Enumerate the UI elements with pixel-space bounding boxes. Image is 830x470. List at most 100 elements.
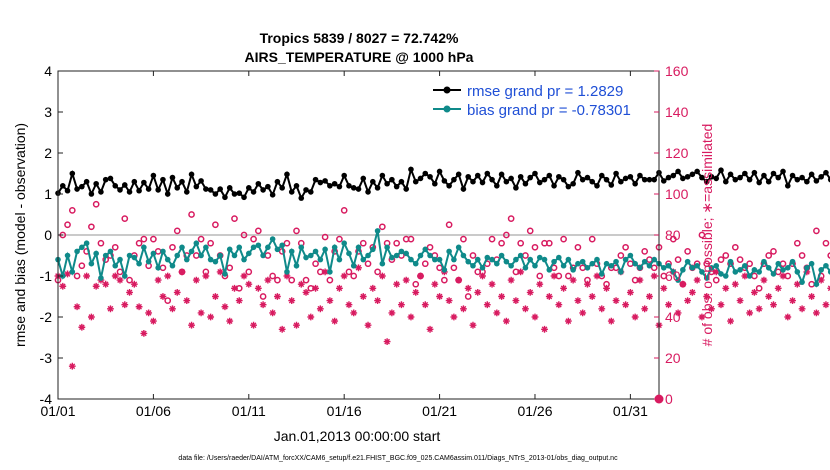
obs-assimilated-marker	[607, 317, 615, 325]
rmse-point	[522, 180, 529, 187]
bias-point	[327, 269, 333, 275]
chart-title-line2: AIRS_TEMPERATURE @ 1000 hPa	[245, 49, 474, 65]
obs-possible-marker	[617, 252, 625, 259]
obs-assimilated-marker	[541, 325, 548, 333]
bias-point	[451, 256, 457, 263]
rmse-point	[74, 186, 80, 192]
bias-point	[603, 260, 610, 267]
obs-assimilated-marker	[274, 293, 281, 300]
obs-possible-marker	[798, 252, 806, 259]
y-left-tick-label: -1	[40, 268, 53, 284]
obs-assimilated-marker	[221, 303, 229, 311]
bias-point	[684, 258, 691, 265]
obs-assimilated-marker	[755, 305, 763, 313]
bias-point	[789, 258, 796, 265]
bias-point	[279, 242, 285, 249]
bias-point	[470, 262, 476, 269]
obs-assimilated-marker	[130, 280, 138, 288]
obs-possible-marker	[703, 260, 711, 268]
rmse-point	[350, 185, 357, 191]
bias-point	[236, 244, 243, 251]
bias-point	[765, 265, 772, 271]
rmse-point	[694, 168, 700, 175]
rmse-point	[804, 178, 810, 185]
obs-possible-marker	[135, 239, 143, 247]
bias-point	[69, 269, 76, 275]
obs-possible-marker	[336, 235, 343, 243]
rmse-point	[465, 173, 472, 180]
bias-point	[98, 275, 104, 281]
bias-point	[150, 250, 157, 257]
rmse-point	[284, 171, 290, 178]
obs-possible-marker	[345, 268, 353, 276]
obs-possible-marker	[212, 221, 219, 229]
rmse-point	[145, 186, 152, 192]
obs-assimilated-marker	[402, 276, 410, 284]
obs-possible-marker	[254, 227, 262, 235]
bias-point	[665, 262, 672, 269]
rmse-point	[684, 173, 691, 180]
obs-possible-marker	[173, 227, 181, 235]
obs-assimilated-marker	[507, 276, 515, 284]
rmse-point	[746, 176, 753, 183]
obs-assimilated-marker	[464, 284, 472, 292]
bias-point	[737, 267, 743, 273]
rmse-point	[722, 178, 729, 185]
obs-assimilated-marker	[498, 293, 505, 300]
bias-point	[594, 256, 600, 263]
obs-assimilated-marker	[149, 317, 157, 325]
rmse-point	[794, 176, 801, 183]
obs-assimilated-marker	[288, 297, 296, 304]
rmse-point	[646, 176, 653, 183]
bias-point	[699, 269, 705, 275]
rmse-point	[389, 176, 395, 183]
rmse-point	[188, 171, 195, 178]
bias-point	[627, 252, 634, 259]
bias-point	[412, 260, 419, 267]
rmse-point	[212, 191, 219, 197]
bias-point	[708, 265, 715, 271]
rmse-point	[303, 187, 309, 193]
obs-possible-marker	[188, 211, 195, 218]
rmse-point	[236, 190, 243, 196]
rmse-point	[403, 186, 409, 192]
y-left-tick-label: -2	[40, 309, 53, 325]
obs-possible-marker	[765, 252, 773, 259]
obs-assimilated-marker	[731, 280, 739, 288]
rmse-point	[436, 168, 443, 175]
bias-point	[350, 262, 357, 269]
obs-assimilated-marker	[216, 268, 224, 276]
obs-assimilated-marker	[822, 301, 830, 309]
bias-point	[689, 265, 696, 271]
bias-point	[570, 267, 576, 273]
x-tick-label: 01/11	[232, 403, 266, 419]
obs-assimilated-marker	[684, 297, 692, 304]
rmse-point	[665, 174, 672, 181]
bias-point	[374, 228, 381, 234]
bias-point	[217, 252, 223, 259]
rmse-point	[565, 183, 572, 190]
obs-assimilated-marker	[626, 289, 634, 296]
obs-possible-marker	[121, 215, 129, 222]
bias-point	[608, 262, 615, 269]
obs-possible-marker	[755, 284, 763, 292]
obs-assimilated-marker	[417, 272, 424, 280]
bias-point	[660, 265, 667, 271]
obs-assimilated-marker	[727, 317, 734, 325]
rmse-point	[765, 178, 772, 185]
data-file-footnote: data file: /Users/raeder/DAI/ATM_forcXX/…	[178, 455, 618, 462]
obs-assimilated-marker	[545, 293, 553, 300]
rmse-point	[231, 191, 238, 197]
rmse-point	[245, 185, 252, 191]
obs-possible-marker	[78, 262, 86, 270]
obs-assimilated-marker	[92, 282, 100, 290]
bias-point	[422, 246, 429, 253]
obs-possible-marker	[88, 223, 95, 231]
bias-point	[565, 256, 572, 263]
bias-point	[102, 252, 109, 259]
rmse-point	[331, 180, 338, 187]
rmse-point	[503, 178, 510, 185]
rmse-point	[470, 178, 476, 185]
rmse-point	[69, 170, 76, 177]
y-left-tick-label: -3	[40, 350, 53, 366]
